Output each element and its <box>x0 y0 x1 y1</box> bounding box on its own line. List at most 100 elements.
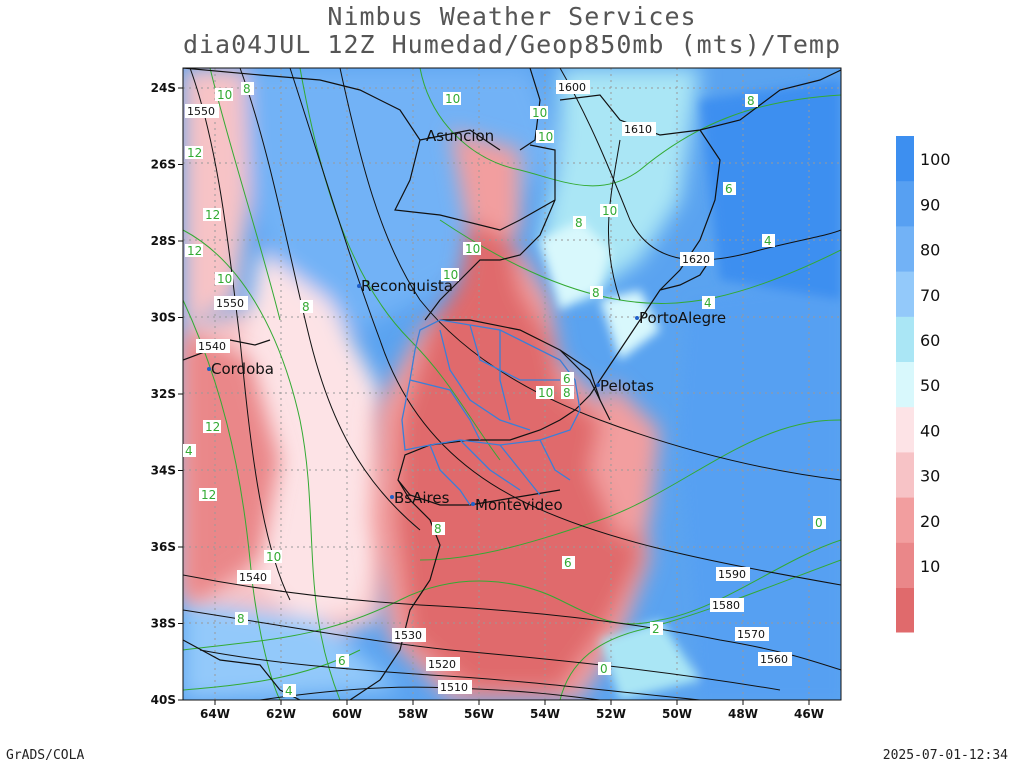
geopotential-labels: 1550 1600 1610 1620 1550 1540 1540 1590 … <box>185 80 792 694</box>
colorbar-swatch <box>896 497 914 544</box>
svg-text:8: 8 <box>302 300 310 314</box>
temp-label: 10 <box>264 550 282 564</box>
temp-label: 12 <box>185 146 203 160</box>
temp-label: 6 <box>562 556 575 570</box>
svg-text:Asuncion: Asuncion <box>426 127 494 145</box>
lat-label: 38S <box>151 617 176 631</box>
svg-text:4: 4 <box>764 234 772 248</box>
colorbar-label: 20 <box>920 512 940 531</box>
lon-label: 54W <box>530 707 560 721</box>
geop-label: 1510 <box>438 680 472 694</box>
svg-text:1590: 1590 <box>718 568 746 581</box>
lat-label: 30S <box>151 311 176 325</box>
geop-label: 1610 <box>622 122 656 136</box>
svg-text:10: 10 <box>465 242 480 256</box>
svg-text:1580: 1580 <box>712 599 740 612</box>
svg-text:10: 10 <box>443 268 458 282</box>
lon-label: 52W <box>596 707 626 721</box>
svg-text:10: 10 <box>538 386 553 400</box>
city-asuncion: Asuncion <box>426 127 494 145</box>
svg-text:Pelotas: Pelotas <box>600 377 654 395</box>
temp-label: 10 <box>530 106 548 120</box>
svg-text:1530: 1530 <box>394 629 422 642</box>
svg-text:8: 8 <box>434 522 442 536</box>
colorbar-label: 60 <box>920 331 940 350</box>
svg-text:12: 12 <box>187 244 202 258</box>
temperature-labels: 10 8 10 10 10 12 12 10 12 10 8 10 8 10 8… <box>183 82 826 698</box>
svg-text:10: 10 <box>217 88 232 102</box>
longitude-axis: 64W 62W 60W 58W 56W 54W 52W 50W 48W 46W <box>200 700 824 721</box>
geop-label: 1540 <box>237 570 271 584</box>
temp-label: 8 <box>561 386 574 400</box>
city-markers: Asuncion Reconquista Cordoba PortoAlegre… <box>207 127 726 514</box>
svg-text:10: 10 <box>266 550 281 564</box>
svg-text:8: 8 <box>747 94 755 108</box>
svg-text:6: 6 <box>564 556 572 570</box>
temp-label: 10 <box>536 130 554 144</box>
temp-label: 4 <box>183 444 196 458</box>
geop-label: 1540 <box>196 339 230 353</box>
svg-text:6: 6 <box>563 372 571 386</box>
svg-text:2: 2 <box>652 622 660 636</box>
city-portoalegre: PortoAlegre <box>635 309 726 327</box>
lon-label: 50W <box>662 707 692 721</box>
geop-label: 1530 <box>392 628 426 642</box>
temp-label: 0 <box>813 516 826 530</box>
temp-label: 10 <box>215 272 233 286</box>
colorbar-swatch <box>896 181 914 227</box>
colorbar-label: 30 <box>920 467 940 486</box>
svg-text:8: 8 <box>563 386 571 400</box>
temp-label: 10 <box>600 204 618 218</box>
colorbar-label: 80 <box>920 241 940 260</box>
temp-label: 12 <box>203 420 221 434</box>
svg-text:8: 8 <box>575 216 583 230</box>
svg-text:Reconquista: Reconquista <box>361 277 453 295</box>
geop-label: 1520 <box>426 657 460 671</box>
state-boundaries <box>401 319 581 506</box>
svg-text:0: 0 <box>815 516 823 530</box>
svg-text:8: 8 <box>243 82 251 96</box>
temp-label: 12 <box>203 208 221 222</box>
footer-timestamp: 2025-07-01-12:34 <box>882 748 1008 763</box>
svg-text:0: 0 <box>600 662 608 676</box>
geop-label: 1570 <box>735 627 769 641</box>
temp-label: 10 <box>463 242 481 256</box>
svg-text:4: 4 <box>704 296 712 310</box>
colorbar-swatch <box>896 136 914 182</box>
temp-label: 12 <box>185 244 203 258</box>
temp-label: 8 <box>432 522 445 536</box>
svg-text:1550: 1550 <box>187 105 215 118</box>
svg-text:10: 10 <box>217 272 232 286</box>
temp-label: 2 <box>650 622 663 636</box>
svg-text:Cordoba: Cordoba <box>211 360 274 378</box>
colorbar-swatch <box>896 226 914 273</box>
svg-text:12: 12 <box>205 420 220 434</box>
latitude-axis: 24S 26S 28S 30S 32S 34S 36S 38S 40S <box>151 81 183 707</box>
lon-label: 56W <box>464 707 494 721</box>
lon-label: 62W <box>266 707 296 721</box>
temp-label: 6 <box>723 182 736 196</box>
humidity-field <box>183 68 841 700</box>
temp-label: 8 <box>300 300 313 314</box>
svg-text:10: 10 <box>445 92 460 106</box>
lon-label: 48W <box>728 707 758 721</box>
temp-label: 8 <box>573 216 586 230</box>
geop-label: 1600 <box>556 80 590 94</box>
temp-label: 6 <box>561 372 574 386</box>
svg-text:12: 12 <box>201 488 216 502</box>
geop-label: 1560 <box>758 652 792 666</box>
colorbar-label: 10 <box>920 557 940 576</box>
city-cordoba: Cordoba <box>207 360 274 378</box>
colorbar-swatch <box>896 316 914 363</box>
colorbar-swatch <box>896 542 914 589</box>
lat-label: 28S <box>151 234 176 248</box>
city-bsaires: BsAires <box>390 489 450 507</box>
lat-label: 36S <box>151 540 176 554</box>
svg-text:8: 8 <box>237 612 245 626</box>
chart-title: Nimbus Weather Services <box>327 2 697 31</box>
svg-text:12: 12 <box>205 208 220 222</box>
svg-text:PortoAlegre: PortoAlegre <box>639 309 726 327</box>
lat-label: 26S <box>151 158 176 172</box>
lat-label: 32S <box>151 387 176 401</box>
temp-label: 10 <box>443 92 461 106</box>
